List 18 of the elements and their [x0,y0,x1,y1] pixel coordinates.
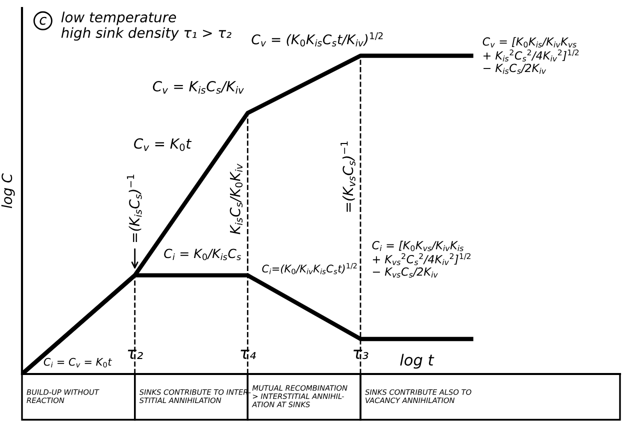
text: c [40,16,47,25]
text: C$_{v}$ = [K$_{0}$K$_{is}$/K$_{iv}$K$_{vs}$ + K$_{is}$$^{2}$C$_{s}$$^{2}$/4K$_{iv}$$^{2}$]$^{1/2}$ − K$_{is}$C$_{s}$/2K$_{iv}$ [482,37,579,74]
y-axis-title: log C [1,173,15,208]
x-axis-title: log t [400,354,434,369]
x-tick-label: τ₂ [128,350,143,359]
x-tick-label: τ₄ [240,350,256,359]
text: C$_{i}$ = [K$_{0}$K$_{vs}$/K$_{iv}$K$_{is}$ + K$_{vs}$$^{2}$C$_{s}$$^{2}$/4K$_{iv}$$^{2}$]$^{1/2}$ − K$_{vs}$C$_{s}$/2K$_{iv}$ [372,240,470,278]
ref-line-label: =(K$_{vs}$C$_{s}$)$^{−1}$ [340,141,356,212]
ref-line-label: K$_{is}$C$_{s}$/K$_{0}$K$_{iv}$ [230,164,243,234]
annotation: C$_{v}$ = K$_{0}$t [134,138,192,151]
x-tick-label: τ₃ [354,350,368,360]
text: C$_{i}$=(K$_{0}$/K$_{iv}$K$_{is}$C$_{s}$t)$^{1/2}$ [262,263,357,274]
ref-line-label: =(K$_{is}$C$_{s}$)$^{−1}$ [126,174,142,242]
annotation: C$_{i}$ = C$_{v}$ = K$_{0}$t [44,358,112,368]
annotation: C$_{i}$ = K$_{0}$/K$_{is}$C$_{s}$ [164,248,241,260]
chart-title: low temperature high sink density τ₁ > τ₂ [61,12,232,41]
annotation: C$_{v}$ = K$_{is}$C$_{s}$/K$_{iv}$ [152,80,244,94]
text: C$_{v}$ = (K$_{0}$K$_{is}$C$_{s}$t/K$_{iv}$)$^{1/2}$ [252,32,383,46]
